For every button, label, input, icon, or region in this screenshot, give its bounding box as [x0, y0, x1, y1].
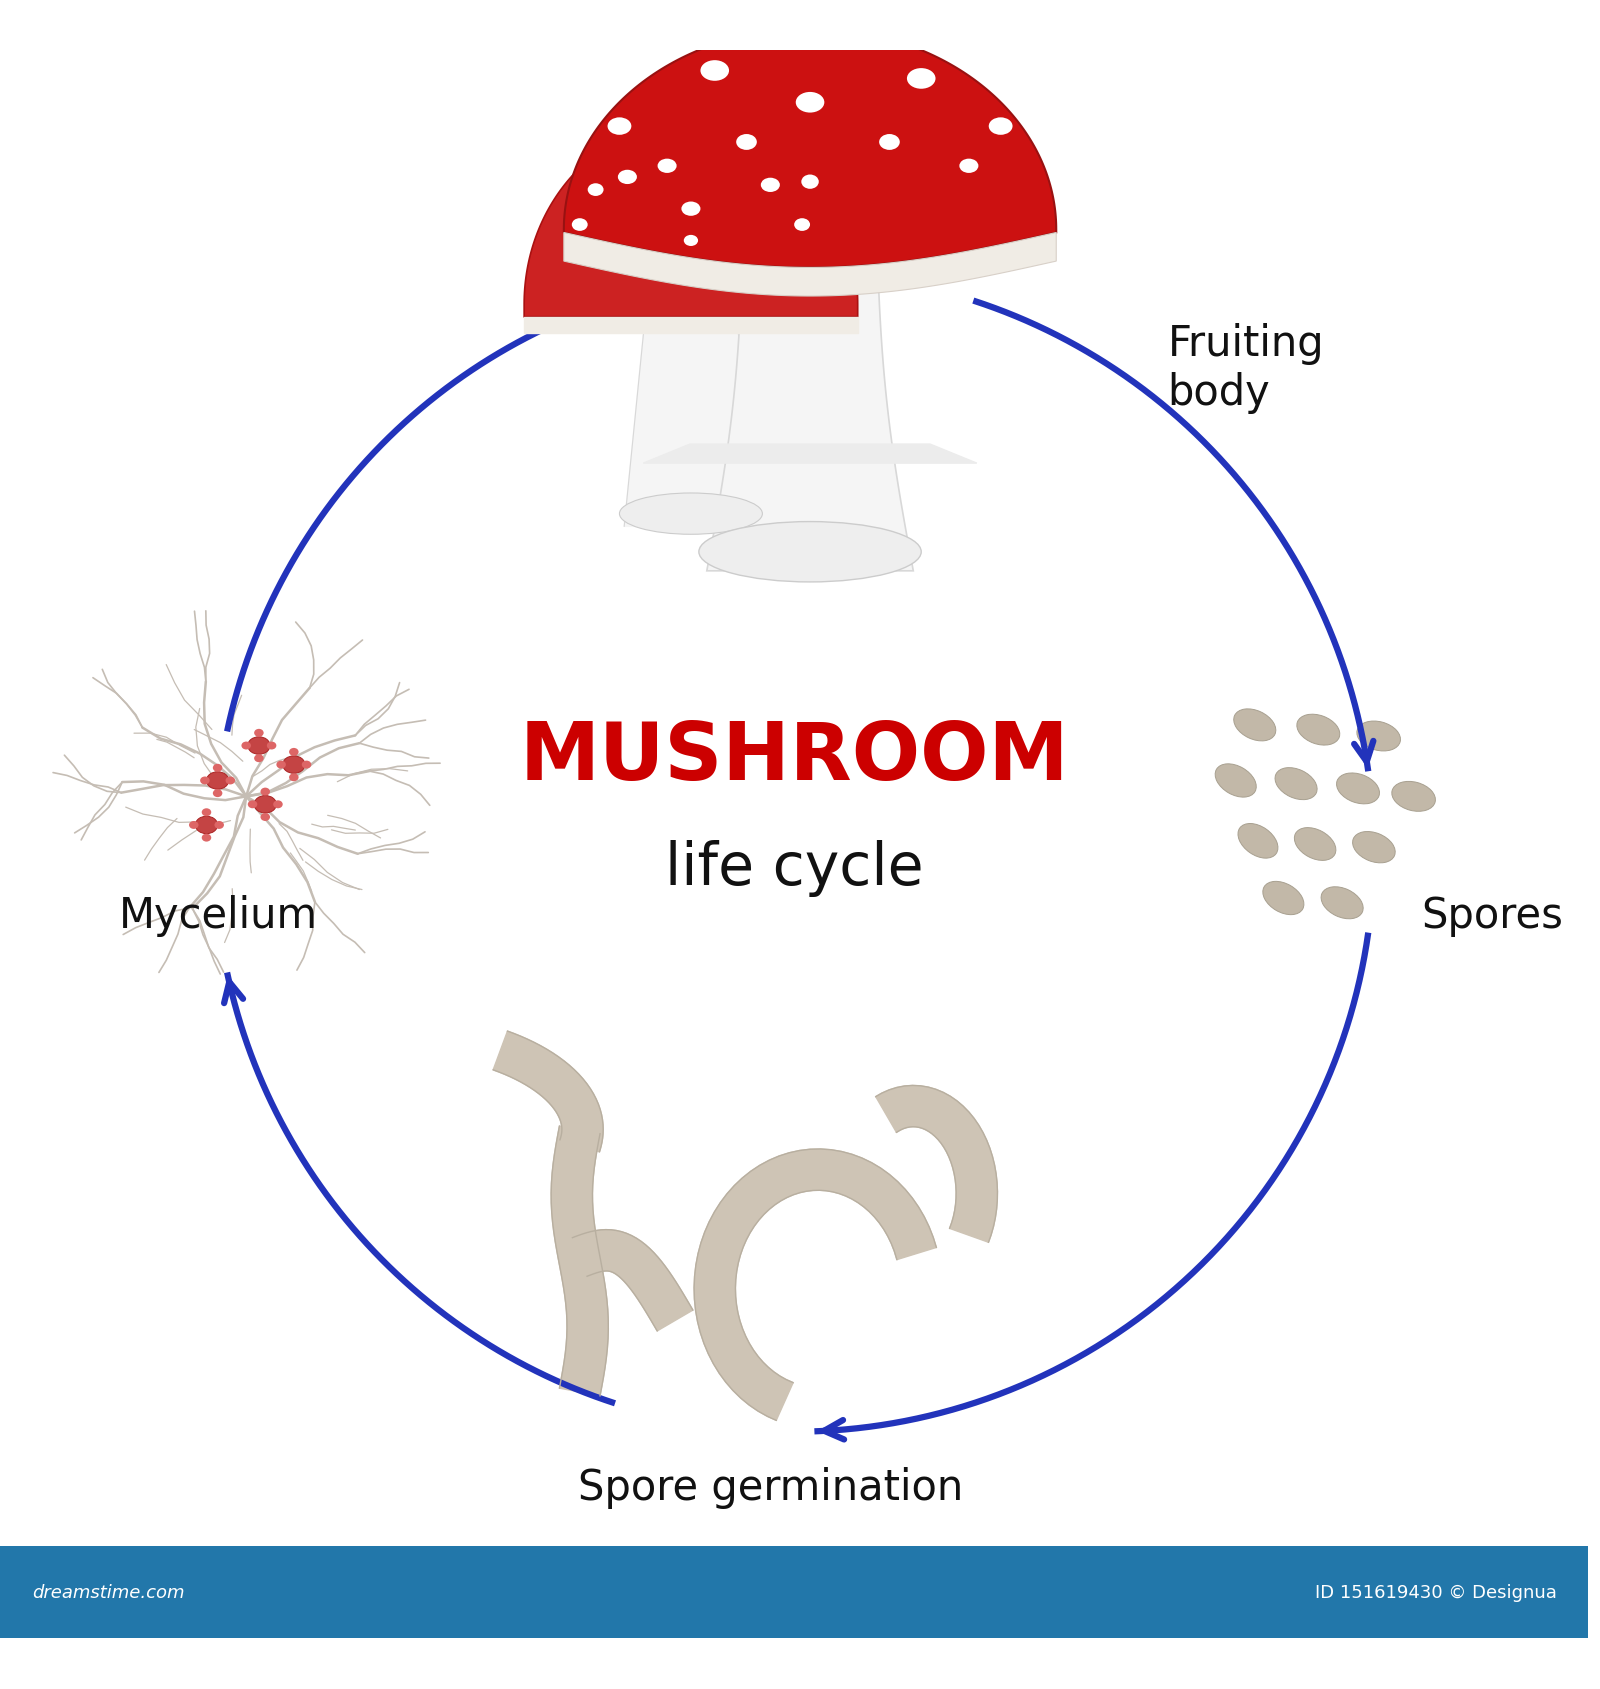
Ellipse shape	[587, 184, 603, 198]
Ellipse shape	[618, 171, 637, 184]
Ellipse shape	[226, 777, 235, 785]
Text: Fruiting
body: Fruiting body	[1168, 323, 1325, 414]
Ellipse shape	[1298, 714, 1339, 745]
Ellipse shape	[261, 814, 270, 821]
Polygon shape	[493, 1032, 603, 1152]
Ellipse shape	[206, 772, 229, 790]
Polygon shape	[624, 304, 758, 527]
Ellipse shape	[290, 748, 299, 757]
Ellipse shape	[248, 738, 270, 755]
Ellipse shape	[794, 220, 810, 231]
Ellipse shape	[202, 834, 211, 843]
Text: dreamstime.com: dreamstime.com	[32, 1583, 184, 1601]
Polygon shape	[875, 1086, 997, 1243]
Ellipse shape	[261, 789, 270, 796]
Ellipse shape	[802, 176, 819, 189]
Polygon shape	[573, 1230, 693, 1331]
Text: ID 151619430 © Designua: ID 151619430 © Designua	[1315, 1583, 1557, 1601]
Ellipse shape	[213, 790, 222, 797]
Ellipse shape	[1322, 887, 1363, 919]
Ellipse shape	[658, 159, 677, 174]
Ellipse shape	[213, 765, 222, 772]
Text: Mycelium: Mycelium	[118, 895, 318, 937]
Polygon shape	[707, 238, 914, 571]
Ellipse shape	[277, 762, 286, 768]
Ellipse shape	[254, 796, 277, 814]
Ellipse shape	[1352, 833, 1395, 863]
Polygon shape	[525, 318, 858, 333]
Ellipse shape	[200, 777, 210, 785]
Ellipse shape	[242, 741, 251, 750]
Ellipse shape	[1275, 768, 1317, 801]
Ellipse shape	[267, 741, 277, 750]
Ellipse shape	[1336, 774, 1379, 804]
Ellipse shape	[1392, 782, 1435, 812]
Ellipse shape	[701, 61, 730, 81]
Polygon shape	[643, 444, 978, 464]
Ellipse shape	[795, 93, 824, 113]
Ellipse shape	[283, 757, 306, 774]
Text: life cycle: life cycle	[666, 839, 923, 897]
Ellipse shape	[989, 118, 1013, 135]
Ellipse shape	[214, 821, 224, 829]
Polygon shape	[550, 1127, 608, 1397]
Text: MUSHROOM: MUSHROOM	[520, 718, 1069, 796]
Ellipse shape	[907, 69, 936, 90]
Ellipse shape	[1357, 721, 1400, 752]
Ellipse shape	[302, 762, 312, 768]
Ellipse shape	[202, 809, 211, 817]
Ellipse shape	[762, 179, 779, 193]
Ellipse shape	[1294, 828, 1336, 861]
Ellipse shape	[254, 755, 264, 763]
Polygon shape	[525, 122, 858, 318]
Ellipse shape	[608, 118, 632, 135]
Polygon shape	[563, 29, 1056, 269]
Ellipse shape	[683, 236, 698, 247]
Text: Spore germination: Spore germination	[578, 1466, 963, 1508]
Ellipse shape	[682, 203, 701, 216]
Ellipse shape	[699, 522, 922, 583]
Ellipse shape	[1262, 882, 1304, 915]
Bar	[0, 1545, 1589, 1638]
Ellipse shape	[195, 817, 218, 834]
Ellipse shape	[619, 493, 762, 535]
Ellipse shape	[290, 774, 299, 782]
Text: Spores: Spores	[1421, 895, 1563, 937]
Ellipse shape	[1214, 765, 1256, 797]
Polygon shape	[694, 1149, 936, 1420]
Ellipse shape	[248, 801, 258, 809]
Ellipse shape	[1234, 709, 1275, 741]
Ellipse shape	[736, 135, 757, 150]
Ellipse shape	[254, 730, 264, 738]
Ellipse shape	[960, 159, 979, 174]
Ellipse shape	[878, 135, 899, 150]
Ellipse shape	[274, 801, 283, 809]
Polygon shape	[563, 233, 1056, 297]
Ellipse shape	[189, 821, 198, 829]
Ellipse shape	[1238, 824, 1278, 858]
Ellipse shape	[571, 220, 587, 231]
